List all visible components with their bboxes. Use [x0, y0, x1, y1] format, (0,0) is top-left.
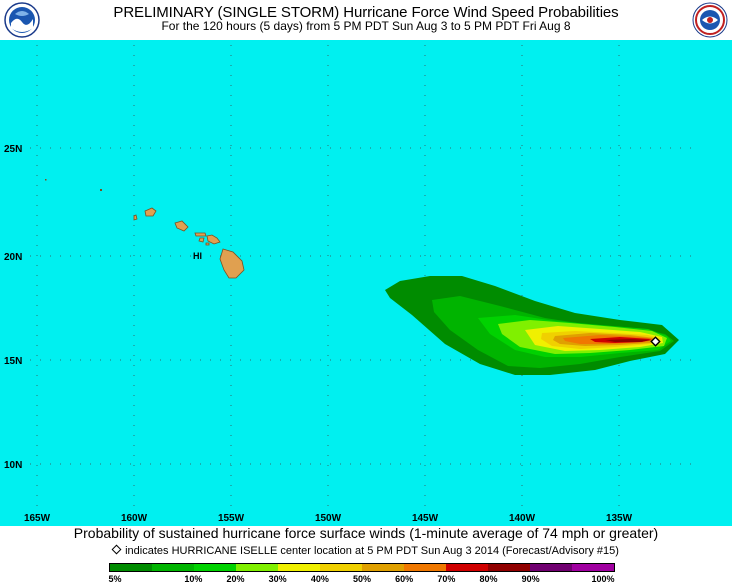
probability-color-legend — [109, 563, 615, 572]
legend-label: 70% — [437, 574, 456, 584]
legend-label: 10% — [184, 574, 203, 584]
latitude-label: 10N — [4, 460, 22, 471]
longitude-label: 135W — [606, 513, 633, 524]
legend-swatch — [194, 564, 236, 571]
nw-islet — [100, 189, 102, 191]
legend-label: 50% — [352, 574, 372, 584]
legend-swatch — [278, 564, 320, 571]
legend-label: 30% — [268, 574, 287, 584]
legend-labels: 5% 10% 20% 30% 40% 50% 60% 70% 80% 90% 100% — [0, 574, 732, 584]
legend-swatch — [110, 564, 152, 571]
legend-swatch — [572, 564, 614, 571]
storm-center-note-text: indicates HURRICANE ISELLE center locati… — [125, 545, 619, 557]
latitude-label: 25N — [4, 144, 22, 155]
legend-label: 100% — [591, 574, 615, 584]
legend-swatch — [362, 564, 404, 571]
nw-islet — [45, 179, 47, 181]
legend-swatch — [446, 564, 488, 571]
diamond-marker-icon — [111, 544, 122, 555]
page-title: PRELIMINARY (SINGLE STORM) Hurricane For… — [113, 4, 619, 21]
island-oahu — [174, 220, 189, 232]
legend-swatch — [488, 564, 530, 571]
island-molokai — [194, 232, 207, 237]
legend-label: 40% — [310, 574, 329, 584]
legend-label: 60% — [395, 574, 414, 584]
island-lanai — [198, 237, 205, 243]
longitude-label: 145W — [412, 513, 439, 524]
legend-swatch — [404, 564, 446, 571]
legend-label: 5% — [108, 574, 122, 584]
island-hawaii — [219, 248, 245, 279]
legend-swatch — [320, 564, 362, 571]
ocean — [0, 40, 732, 526]
longitude-label: 165W — [24, 513, 51, 524]
storm-center-marker — [650, 336, 661, 347]
axis-tick-labels: 165W 160W 155W 150W 145W 140W 135W 25N 20N 15N 10N — [4, 144, 633, 524]
legend-swatch — [236, 564, 278, 571]
legend-swatch — [152, 564, 194, 571]
map-caption: Probability of sustained hurricane force… — [73, 525, 659, 541]
hawaii-label: HI — [193, 251, 202, 261]
legend-swatch — [530, 564, 572, 571]
page-subtitle: For the 120 hours (5 days) from 5 PM PDT… — [161, 19, 571, 33]
island-niihau — [133, 214, 138, 221]
probability-band-90 — [605, 339, 652, 342]
legend-label: 20% — [226, 574, 245, 584]
longitude-label: 155W — [218, 513, 245, 524]
hawaiian-islands — [45, 179, 245, 279]
island-kahoolawe — [205, 242, 210, 246]
longitude-label: 140W — [509, 513, 536, 524]
legend-label: 90% — [521, 574, 540, 584]
latitude-label: 15N — [4, 356, 22, 367]
island-maui — [206, 234, 221, 245]
longitude-label: 150W — [315, 513, 342, 524]
longitude-label: 160W — [121, 513, 148, 524]
wind-probability-swath — [385, 276, 679, 375]
storm-center-note: indicates HURRICANE ISELLE center locati… — [0, 544, 732, 557]
legend-label: 80% — [479, 574, 498, 584]
national-weather-service-logo — [692, 2, 728, 38]
probability-map: HI 165W 160W 155W 150W 145W 140W 135W 25N 20N 15N… — [0, 40, 732, 526]
noaa-logo — [4, 2, 40, 38]
latitude-label: 20N — [4, 252, 22, 263]
island-kauai — [144, 207, 157, 217]
